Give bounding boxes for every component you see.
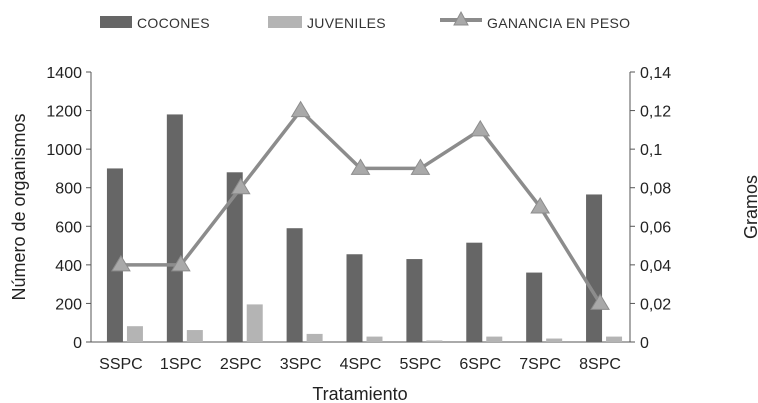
line-series [111,100,610,310]
ganancia-marker [170,254,191,272]
bar-juveniles [186,330,203,342]
bar-juveniles [546,338,563,342]
x-tick-label: 3SPC [280,356,322,373]
y-right-tick-label: 0,14 [640,65,671,82]
bar-cocones [586,194,603,342]
legend-label-cocones: COCONES [137,15,210,31]
bar-juveniles [366,336,383,342]
y-right-tick-label: 0,1 [640,142,662,159]
bar-cocones [346,254,363,342]
y-left-tick-label: 400 [55,258,82,275]
bar-cocones [286,228,303,342]
y-left-tick-label: 0 [73,335,82,352]
y-right-tick-label: 0,02 [640,296,671,313]
y-axis-right-title: Gramos [741,175,758,239]
bar-cocones [526,272,543,342]
x-axis-ticks: SSPC 1SPC 2SPC 3SPC 4SPC 5SPC 6SPC 7SPC 8SPC [99,356,621,373]
legend-swatch-ganancia-marker [453,10,469,26]
y-left-tick-label: 1200 [46,104,82,121]
x-tick-label: 4SPC [340,356,382,373]
bar-juveniles [606,336,623,342]
ganancia-marker [590,293,610,310]
x-tick-label: 8SPC [579,356,621,373]
y-right-tick-label: 0,08 [640,181,671,198]
ganancia-marker [530,197,551,214]
legend-swatch-juveniles [268,16,302,28]
y-right-tick-label: 0,06 [640,219,671,236]
bar-juveniles [426,340,443,342]
x-tick-label: 6SPC [459,356,501,373]
x-tick-label: SSPC [99,356,143,373]
bar-cocones [406,259,423,342]
bar-cocones [466,242,483,342]
legend-label-juveniles: JUVENILES [307,15,386,31]
bar-cocones [106,168,123,342]
y-right-tick-label: 0 [640,335,649,352]
y-right-tick-label: 0,04 [640,258,671,275]
legend-swatch-cocones [100,16,132,28]
ganancia-marker [470,119,491,137]
x-axis-title: Tratamiento [312,384,407,403]
y-left-tick-label: 1400 [46,65,82,82]
ganancia-marker [350,158,371,175]
ganancia-marker [230,177,251,195]
y-left-tick-label: 600 [55,219,82,236]
legend: COCONES JUVENILES GANANCIA EN PESO [100,10,630,31]
legend-label-ganancia: GANANCIA EN PESO [487,15,630,31]
ganancia-marker [111,254,131,272]
y-left-tick-label: 200 [55,296,82,313]
bar-juveniles [126,326,143,342]
bar-juveniles [246,304,263,342]
y-left-tick-label: 800 [55,181,82,198]
y-axis-left-title: Número de organismos [9,113,29,300]
y-right-tick-label: 0,12 [640,104,671,121]
bar-juveniles [486,336,503,342]
x-tick-label: 7SPC [519,356,561,373]
x-tick-label: 2SPC [220,356,262,373]
bars [106,114,623,342]
y-axis-right-ticks: 0 0,02 0,04 0,06 0,08 0,1 0,12 0,14 [630,65,671,352]
ganancia-marker [290,100,311,118]
y-axis-left-ticks: 0 200 400 600 800 1000 1200 1400 [46,65,91,352]
bar-cocones [226,172,243,342]
x-tick-label: 5SPC [399,356,441,373]
y-left-tick-label: 1000 [46,142,82,159]
bar-juveniles [306,333,323,342]
x-tick-label: 1SPC [160,356,202,373]
ganancia-marker [410,158,431,175]
bar-cocones [166,114,183,342]
